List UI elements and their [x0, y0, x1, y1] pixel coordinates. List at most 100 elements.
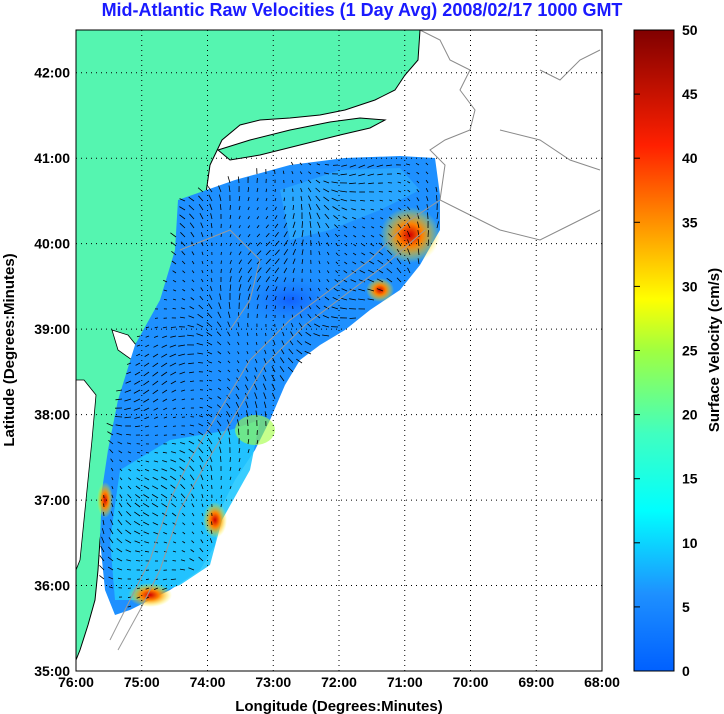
velocity-arrow — [125, 520, 132, 526]
velocity-arrow — [256, 250, 262, 256]
velocity-arrow — [238, 467, 241, 472]
velocity-arrow — [198, 447, 204, 454]
x-tick-label: 70:00 — [453, 674, 489, 690]
velocity-arrow — [136, 596, 141, 599]
velocity-arrow — [227, 331, 231, 337]
velocity-arrow — [237, 332, 240, 337]
velocity-arrow — [368, 182, 375, 185]
velocity-arrow — [256, 197, 259, 202]
velocity-arrow — [271, 366, 276, 373]
velocity-arrow — [163, 289, 168, 292]
velocity-arrow — [189, 424, 195, 427]
velocity-arrow — [108, 546, 114, 553]
velocity-arrow — [208, 370, 213, 373]
velocity-arrow — [361, 243, 366, 247]
velocity-arrow — [287, 357, 294, 364]
velocity-arrow — [436, 212, 439, 220]
velocity-arrow — [351, 208, 357, 211]
velocity-arrow — [246, 332, 249, 337]
velocity-arrow — [128, 477, 132, 481]
velocity-arrow — [118, 502, 123, 508]
velocity-arrow — [145, 335, 150, 338]
velocity-arrow — [197, 431, 204, 436]
velocity-arrow — [172, 407, 177, 410]
velocity-arrow — [179, 450, 186, 454]
velocity-arrow — [388, 224, 393, 229]
velocity-arrow — [126, 511, 132, 517]
velocity-arrow — [323, 180, 330, 184]
velocity-arrow — [246, 419, 249, 427]
velocity-arrow — [254, 383, 258, 391]
velocity-arrow — [163, 532, 168, 535]
velocity-arrow — [200, 222, 204, 229]
velocity-arrow — [109, 449, 114, 454]
velocity-arrow — [173, 416, 177, 419]
velocity-arrow — [265, 304, 268, 310]
velocity-arrow — [127, 596, 132, 599]
velocity-arrow — [388, 190, 393, 193]
velocity-arrow — [316, 212, 321, 220]
y-axis-ticks: 35:00 36:00 37:00 38:00 39:00 40:00 41:00 42:00 — [34, 65, 70, 679]
velocity-arrow — [198, 556, 204, 562]
velocity-arrow — [371, 226, 375, 229]
velocity-arrow — [161, 344, 168, 348]
velocity-arrow — [247, 234, 251, 238]
velocity-arrow — [229, 268, 232, 274]
velocity-arrow — [326, 270, 330, 274]
velocity-arrow — [228, 185, 231, 193]
velocity-arrow — [182, 531, 186, 535]
velocity-arrow — [292, 277, 295, 283]
x-tick-label: 72:00 — [321, 674, 357, 690]
velocity-arrow — [124, 398, 132, 402]
velocity-arrow — [162, 522, 168, 526]
velocity-arrow — [161, 468, 168, 472]
velocity-arrow — [265, 249, 271, 256]
velocity-arrow — [352, 261, 357, 265]
velocity-arrow — [229, 476, 232, 481]
velocity-arrow — [292, 239, 297, 247]
velocity-arrow — [125, 539, 132, 544]
velocity-arrow — [128, 460, 132, 463]
velocity-arrow — [265, 207, 268, 211]
velocity-arrow — [262, 383, 267, 391]
velocity-arrow — [325, 222, 330, 229]
velocity-arrow — [136, 469, 141, 472]
velocity-arrow — [309, 296, 312, 301]
velocity-arrow — [178, 362, 186, 366]
velocity-arrow — [426, 204, 429, 211]
velocity-arrow — [310, 278, 312, 283]
velocity-arrow — [191, 270, 195, 274]
velocity-arrow — [359, 270, 366, 274]
velocity-arrow — [188, 196, 195, 202]
velocity-arrow — [416, 197, 420, 202]
velocity-arrow — [182, 541, 186, 544]
velocity-arrow — [169, 362, 177, 367]
velocity-arrow — [220, 456, 222, 463]
velocity-arrow — [172, 279, 177, 283]
velocity-arrow — [161, 371, 168, 377]
new-england-coastline — [419, 30, 601, 241]
velocity-arrow — [396, 172, 402, 175]
velocity-arrow — [119, 494, 123, 499]
velocity-arrow — [179, 568, 186, 571]
velocity-arrow — [292, 230, 296, 238]
velocity-arrow — [152, 371, 159, 377]
velocity-arrow — [358, 279, 366, 283]
velocity-arrow — [181, 298, 186, 301]
velocity-arrow — [216, 420, 222, 427]
velocity-arrow — [265, 232, 270, 238]
velocity-arrow — [256, 225, 260, 229]
velocity-arrow — [227, 176, 231, 184]
velocity-arrow — [161, 512, 168, 517]
velocity-arrow — [189, 222, 195, 229]
colorbar-tick-label: 40 — [682, 150, 698, 166]
velocity-arrow — [144, 425, 150, 428]
velocity-arrow — [162, 398, 168, 402]
velocity-arrow — [289, 339, 294, 346]
velocity-arrow — [228, 302, 231, 310]
velocity-arrow — [340, 173, 348, 176]
velocity-arrow — [134, 371, 141, 376]
velocity-arrow — [335, 252, 339, 256]
velocity-arrow — [179, 316, 186, 319]
velocity-arrow — [119, 485, 123, 490]
